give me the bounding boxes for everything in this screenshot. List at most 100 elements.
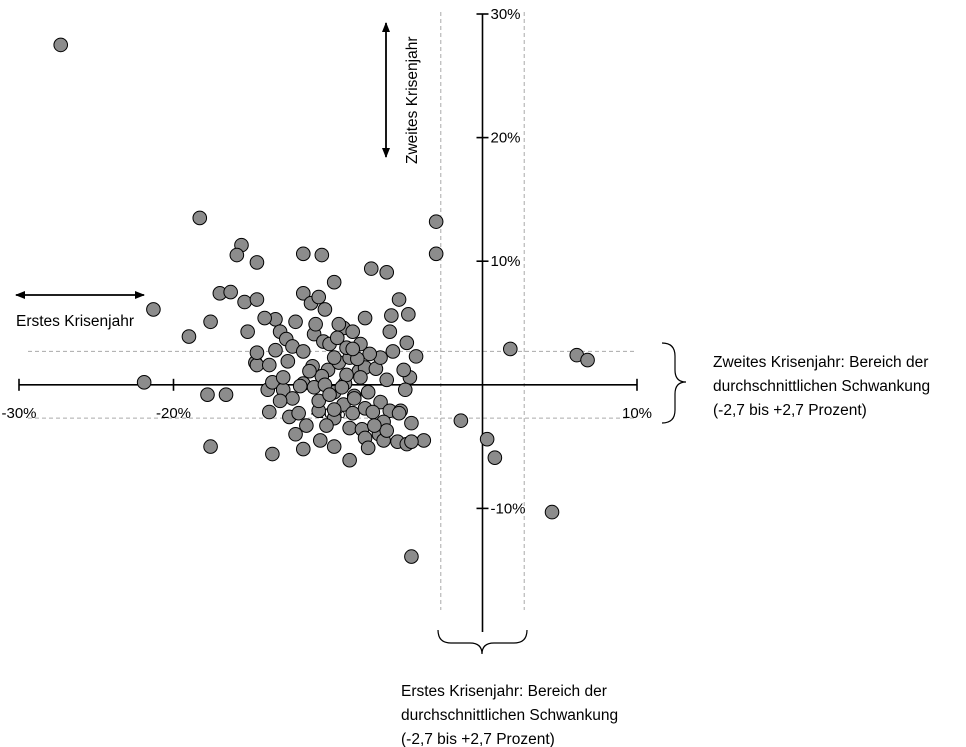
data-point <box>257 310 272 326</box>
data-point <box>334 379 350 395</box>
data-point <box>544 504 560 520</box>
data-point <box>391 292 407 307</box>
data-point <box>385 344 401 359</box>
data-point <box>218 387 234 402</box>
data-point <box>285 391 300 406</box>
y-arrow-label: Zweites Krisenjahr <box>404 37 421 165</box>
data-point <box>353 370 368 385</box>
x-tick-label: -20% <box>156 405 191 422</box>
data-point <box>295 344 311 359</box>
data-point <box>295 246 311 262</box>
data-point <box>319 418 334 433</box>
data-point <box>275 370 291 385</box>
data-point <box>326 402 342 417</box>
data-point <box>345 341 361 357</box>
data-point <box>272 393 288 409</box>
data-point <box>342 420 357 436</box>
data-point <box>404 434 419 449</box>
data-point <box>345 324 361 339</box>
data-point <box>299 418 314 433</box>
data-point <box>200 387 215 402</box>
data-point <box>308 316 323 332</box>
data-point <box>399 335 415 351</box>
data-point <box>373 394 388 410</box>
y-tick-label: 30% <box>491 6 521 23</box>
data-point <box>249 255 265 270</box>
data-point <box>342 452 357 468</box>
data-point <box>146 302 161 317</box>
x-tick-label: 10% <box>622 405 652 422</box>
x-arrow-label: Erstes Krisenjahr <box>16 313 134 330</box>
data-point <box>479 431 495 447</box>
data-point <box>345 405 361 421</box>
data-point <box>360 384 376 400</box>
data-point <box>265 446 280 462</box>
data-point <box>391 405 407 421</box>
data-point <box>192 210 208 226</box>
data-point <box>503 341 518 357</box>
y-band-brace-icon <box>661 342 687 424</box>
data-point <box>384 308 399 323</box>
x-band-brace-icon <box>437 629 528 655</box>
data-point <box>357 310 373 326</box>
data-point <box>249 345 265 360</box>
data-point <box>240 324 255 339</box>
y-band-label-line-1: Zweites Krisenjahr: Bereich der <box>713 354 928 371</box>
data-point <box>404 415 419 431</box>
data-point <box>249 357 265 373</box>
data-point <box>314 247 330 263</box>
data-point <box>295 286 311 301</box>
y-band-label-line-3: (-2,7 bis +2,7 Prozent) <box>713 402 867 419</box>
data-point <box>317 302 333 317</box>
data-point <box>311 289 327 305</box>
data-point <box>203 439 218 454</box>
data-point <box>379 265 395 280</box>
data-point <box>329 330 345 346</box>
data-point <box>408 349 424 364</box>
y-tick-label: 20% <box>491 130 521 147</box>
data-points <box>53 37 595 564</box>
data-point <box>326 439 342 454</box>
data-point <box>295 441 311 457</box>
data-point <box>237 294 252 310</box>
data-point <box>322 387 337 402</box>
data-point <box>136 375 152 390</box>
x-tick-label: -30% <box>1 405 36 422</box>
data-point <box>326 274 342 290</box>
data-point <box>401 307 416 322</box>
data-point <box>428 246 444 262</box>
data-point <box>580 352 595 368</box>
data-point <box>362 346 378 362</box>
y-tick-label: -10% <box>491 500 526 517</box>
data-point <box>346 391 362 406</box>
data-point <box>428 214 444 229</box>
data-point <box>302 363 317 379</box>
data-point <box>288 426 303 442</box>
data-point <box>379 423 395 438</box>
data-point <box>416 433 432 448</box>
data-point <box>280 354 296 369</box>
y-tick-label: 10% <box>491 253 521 270</box>
y-band-label-line-2: durchschnittlichen Schwankung <box>713 378 930 395</box>
data-point <box>223 284 238 300</box>
x-band-label-line-2: durchschnittlichen Schwankung <box>401 707 618 724</box>
data-point <box>365 404 381 420</box>
data-point <box>397 382 413 398</box>
data-point <box>363 261 379 276</box>
data-point <box>229 247 245 263</box>
data-point <box>249 292 265 307</box>
data-point <box>261 404 277 420</box>
data-point <box>53 37 69 53</box>
data-point <box>396 362 412 378</box>
x-band-label-line-3: (-2,7 bis +2,7 Prozent) <box>401 731 555 747</box>
data-point <box>326 350 342 365</box>
data-point <box>311 393 327 409</box>
data-point <box>181 329 197 344</box>
data-point <box>367 418 382 433</box>
x-band-label-line-1: Erstes Krisenjahr: Bereich der <box>401 683 607 700</box>
data-point <box>379 372 395 388</box>
data-point <box>453 413 469 428</box>
data-point <box>360 440 376 456</box>
data-point <box>292 378 308 394</box>
